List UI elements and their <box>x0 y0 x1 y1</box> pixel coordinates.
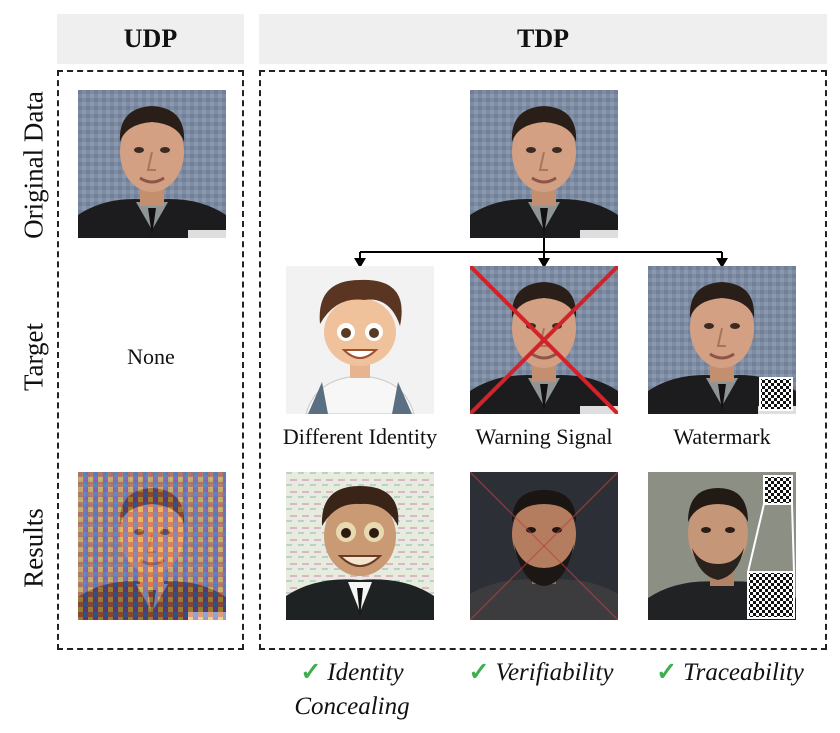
caption-different-identity: Different Identity <box>282 424 438 449</box>
result-traceability-image <box>648 472 796 620</box>
outcome-line2: Concealing <box>294 693 410 720</box>
udp-result-image <box>78 472 226 620</box>
udp-header-label: UDP <box>123 24 178 53</box>
caption-warning-signal: Warning Signal <box>475 424 613 449</box>
target-watermark-image <box>648 266 796 414</box>
outcome-verifiability: ✓ Verifiability <box>469 656 614 690</box>
tdp-header-label: TDP <box>517 24 569 53</box>
target-different-identity-image <box>286 266 434 414</box>
target-warning-signal-image <box>470 266 618 414</box>
tdp-panel <box>259 70 827 650</box>
caption-watermark: Watermark <box>673 424 771 449</box>
outcome-identity-concealing: ✓ Identity Concealing <box>294 656 409 724</box>
checkmark-icon: ✓ <box>468 659 490 686</box>
checkmark-icon: ✓ <box>300 659 322 686</box>
tdp-header: TDP <box>259 14 827 64</box>
outcome-line1: Identity <box>327 659 404 686</box>
qr-code-icon <box>759 377 793 411</box>
udp-panel <box>57 70 244 650</box>
udp-header: UDP <box>57 14 244 64</box>
outcome-line1: Verifiability <box>495 659 614 686</box>
result-verifiability-image <box>470 472 618 620</box>
outcome-traceability: ✓ Traceability <box>656 656 804 690</box>
result-identity-concealing-image <box>286 472 434 620</box>
checkmark-icon: ✓ <box>656 659 678 686</box>
udp-target-none: None <box>127 344 175 369</box>
outcome-line1: Traceability <box>683 659 804 686</box>
